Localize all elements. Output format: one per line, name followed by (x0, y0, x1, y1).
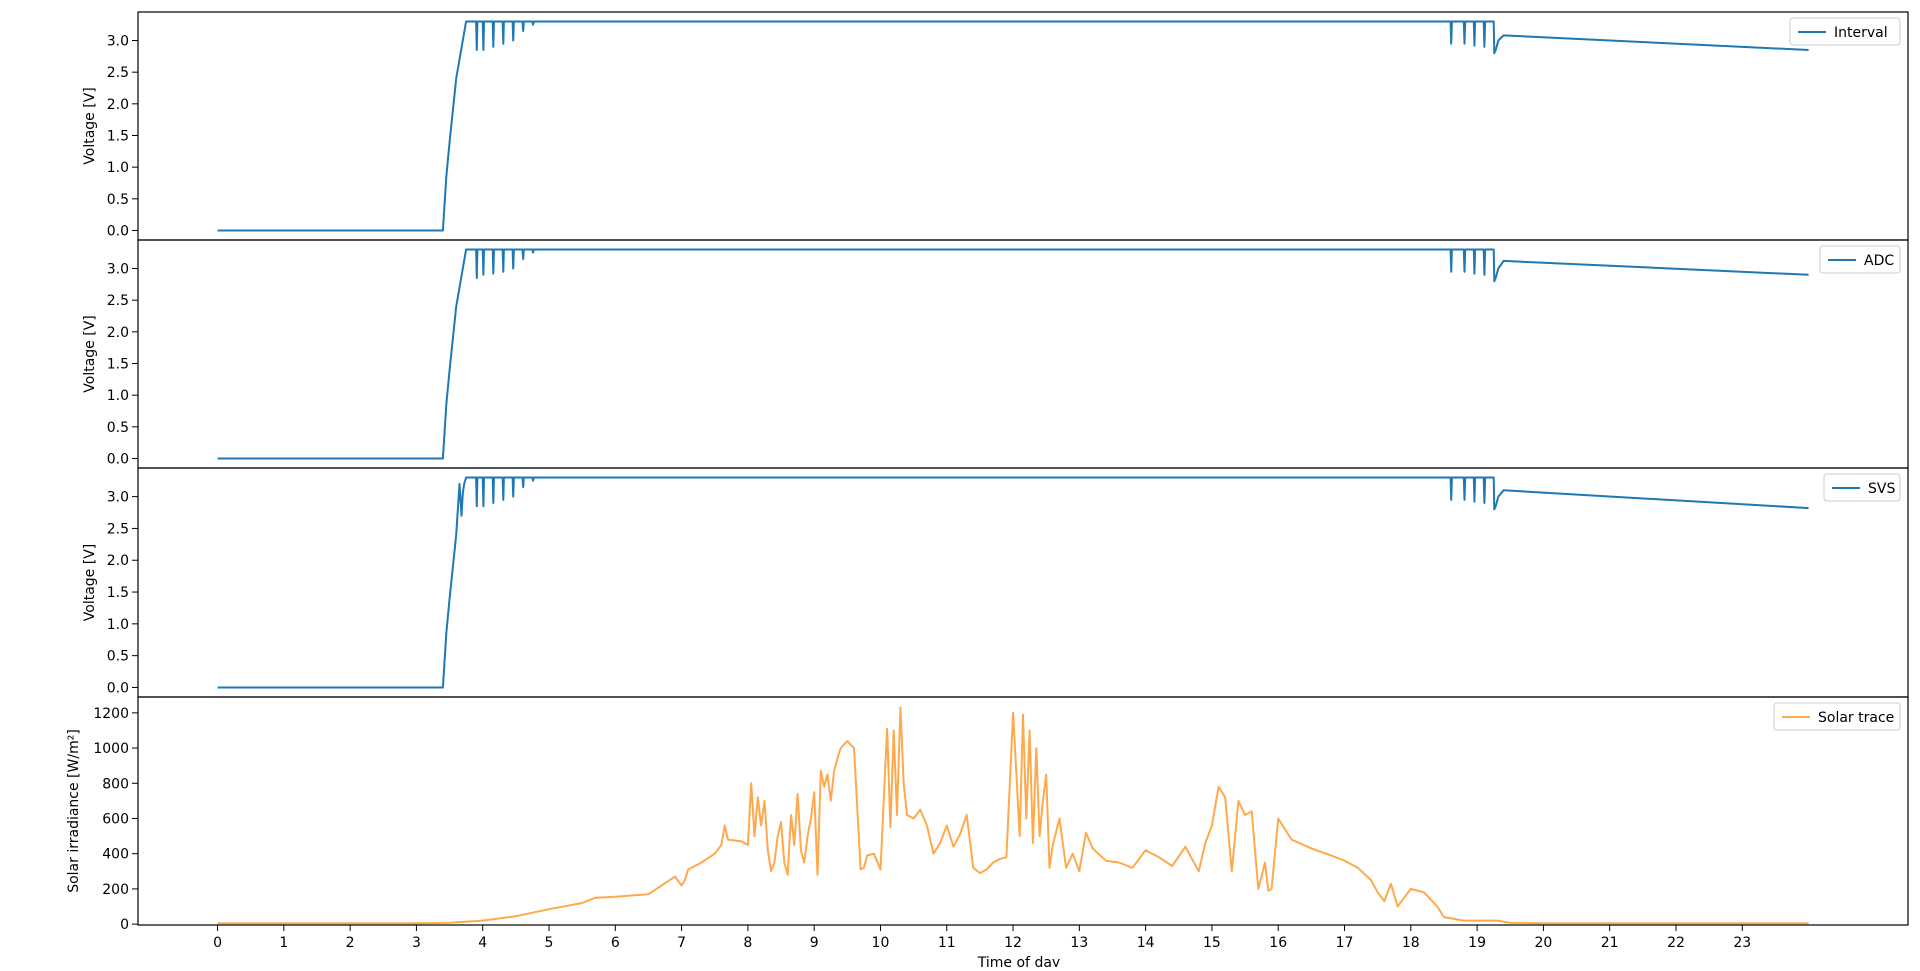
y-tick-label: 2.5 (107, 65, 129, 81)
x-tick-label: 0 (213, 935, 222, 951)
x-tick-label: 11 (938, 935, 956, 951)
y-tick-label: 200 (102, 882, 129, 898)
plot-frame (137, 696, 1909, 926)
legend-label: ADC (1864, 253, 1894, 269)
y-axis-label: Voltage [V] (82, 315, 98, 392)
x-tick-label: 19 (1468, 935, 1486, 951)
legend-box (1773, 702, 1901, 731)
series-line-svs (217, 476, 1809, 689)
subplot-3: 0.0 0.5 1.0 1.5 2.0 2.5 3.0 Voltage [V] SVS (82, 467, 1909, 698)
y-tick-label: 1.0 (107, 617, 129, 633)
y-tick-label: 2.0 (107, 553, 129, 569)
y-tick-label: 1.0 (107, 160, 129, 176)
y-axis-label: Solar irradiance [W/m²] (66, 729, 82, 893)
series-line-interval (217, 20, 1809, 232)
y-tick-label: 0 (120, 917, 129, 933)
y-tick-label: 0.5 (107, 192, 129, 208)
y-tick-label: 3.0 (107, 34, 129, 50)
y-tick-label: 800 (102, 776, 129, 792)
legend-box (1823, 473, 1901, 502)
x-tick-label: 15 (1203, 935, 1221, 951)
legend-label: Solar trace (1818, 710, 1894, 726)
y-tick-label: 3.0 (107, 262, 129, 278)
x-tick-label: 9 (810, 935, 819, 951)
y-tick-label: 2.0 (107, 325, 129, 341)
y-tick-label: 0.0 (107, 680, 129, 696)
x-axis-label: Time of day (977, 955, 1060, 967)
y-tick-label: 0.0 (107, 224, 129, 240)
y-tick-label: 0.0 (107, 452, 129, 468)
y-tick-label: 400 (102, 847, 129, 863)
legend-label: SVS (1868, 481, 1895, 497)
legend-box (1819, 245, 1901, 274)
x-tick-label: 7 (677, 935, 686, 951)
y-tick-label: 3.0 (107, 490, 129, 506)
series-line-adc (217, 248, 1809, 460)
x-tick-label: 20 (1534, 935, 1552, 951)
x-tick-label: 8 (743, 935, 752, 951)
y-tick-label: 2.0 (107, 97, 129, 113)
y-tick-label: 1.5 (107, 585, 129, 601)
x-tick-label: 13 (1070, 935, 1088, 951)
y-tick-label: 2.5 (107, 293, 129, 309)
y-tick-label: 1200 (93, 706, 129, 722)
y-tick-label: 2.5 (107, 521, 129, 537)
y-axis-label: Voltage [V] (82, 87, 98, 164)
x-tick-label: 17 (1336, 935, 1354, 951)
series-line-solar-trace (217, 706, 1809, 925)
y-axis-label: Voltage [V] (82, 544, 98, 621)
legend-label: Interval (1834, 25, 1888, 41)
x-tick-label: 16 (1269, 935, 1287, 951)
subplot-1: 0.0 0.5 1.0 1.5 2.0 2.5 3.0 Voltage [V] Interval (82, 11, 1909, 241)
x-tick-label: 4 (478, 935, 487, 951)
x-tick-label: 23 (1733, 935, 1751, 951)
x-tick-label: 18 (1402, 935, 1420, 951)
x-tick-label: 21 (1601, 935, 1619, 951)
legend-box (1789, 17, 1901, 46)
subplot-2: 0.0 0.5 1.0 1.5 2.0 2.5 3.0 Voltage [V] ADC (82, 239, 1909, 469)
y-tick-label: 1.5 (107, 129, 129, 145)
x-tick-label: 5 (545, 935, 554, 951)
x-tick-label: 6 (611, 935, 620, 951)
x-tick-label: 10 (872, 935, 890, 951)
y-tick-label: 1.5 (107, 357, 129, 373)
plot-frame (137, 11, 1909, 241)
x-tick-label: 14 (1137, 935, 1155, 951)
x-tick-label: 2 (346, 935, 355, 951)
y-tick-label: 1000 (93, 741, 129, 757)
y-tick-label: 1.0 (107, 388, 129, 404)
y-tick-label: 600 (102, 811, 129, 827)
plot-frame (137, 467, 1909, 698)
y-tick-label: 0.5 (107, 649, 129, 665)
x-tick-label: 22 (1667, 935, 1685, 951)
y-tick-label: 0.5 (107, 420, 129, 436)
x-tick-label: 12 (1004, 935, 1022, 951)
x-tick-label: 1 (279, 935, 288, 951)
x-tick-label: 3 (412, 935, 421, 951)
plot-frame (137, 239, 1909, 469)
